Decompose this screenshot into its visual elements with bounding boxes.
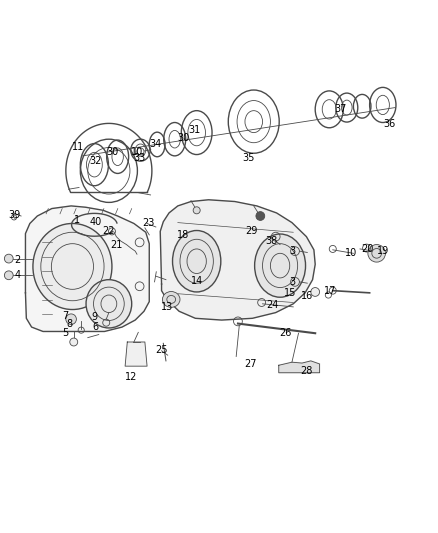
Circle shape bbox=[70, 338, 78, 346]
Text: 24: 24 bbox=[265, 300, 278, 310]
Text: 3: 3 bbox=[288, 246, 294, 256]
Text: 8: 8 bbox=[66, 319, 72, 329]
Text: 30: 30 bbox=[106, 147, 118, 157]
Text: 33: 33 bbox=[133, 152, 145, 163]
Text: 26: 26 bbox=[279, 328, 291, 338]
Text: 28: 28 bbox=[300, 366, 312, 376]
Text: 30: 30 bbox=[177, 133, 189, 143]
Text: 25: 25 bbox=[155, 345, 167, 355]
Text: 7: 7 bbox=[62, 311, 68, 321]
Polygon shape bbox=[278, 361, 319, 373]
Ellipse shape bbox=[254, 234, 305, 297]
Text: 35: 35 bbox=[241, 152, 254, 163]
Circle shape bbox=[367, 245, 385, 262]
Text: 15: 15 bbox=[284, 288, 296, 298]
Ellipse shape bbox=[162, 292, 180, 308]
Circle shape bbox=[255, 212, 264, 221]
Text: 32: 32 bbox=[89, 156, 102, 166]
Ellipse shape bbox=[172, 230, 220, 292]
Circle shape bbox=[193, 207, 200, 214]
Text: 19: 19 bbox=[376, 246, 388, 256]
Polygon shape bbox=[125, 342, 147, 366]
Polygon shape bbox=[160, 200, 314, 320]
Text: 39: 39 bbox=[8, 209, 20, 220]
Text: 2: 2 bbox=[14, 255, 21, 265]
Text: 37: 37 bbox=[333, 104, 346, 115]
Text: 9: 9 bbox=[91, 312, 97, 322]
Text: 10: 10 bbox=[344, 248, 357, 259]
Text: 6: 6 bbox=[92, 322, 99, 332]
Text: 5: 5 bbox=[62, 328, 68, 338]
Text: 21: 21 bbox=[110, 240, 122, 251]
Circle shape bbox=[4, 254, 13, 263]
Text: 3: 3 bbox=[288, 277, 294, 287]
Ellipse shape bbox=[86, 280, 131, 328]
Text: 11: 11 bbox=[72, 142, 84, 152]
Circle shape bbox=[4, 271, 13, 280]
Text: 14: 14 bbox=[190, 276, 202, 286]
Text: 38: 38 bbox=[265, 236, 277, 246]
Text: 34: 34 bbox=[149, 140, 162, 149]
Text: 12: 12 bbox=[124, 372, 137, 382]
Text: 36: 36 bbox=[383, 119, 395, 129]
Text: 13: 13 bbox=[160, 302, 173, 312]
Text: 10: 10 bbox=[131, 147, 143, 157]
Text: 17: 17 bbox=[323, 286, 336, 296]
Text: 4: 4 bbox=[14, 270, 21, 280]
Text: 29: 29 bbox=[244, 225, 257, 236]
Text: 20: 20 bbox=[361, 244, 373, 254]
Text: 18: 18 bbox=[177, 230, 189, 240]
Ellipse shape bbox=[33, 223, 112, 310]
Text: 16: 16 bbox=[300, 292, 313, 301]
Polygon shape bbox=[25, 206, 149, 332]
Text: 23: 23 bbox=[142, 219, 154, 229]
Text: 31: 31 bbox=[187, 125, 200, 134]
Text: 22: 22 bbox=[102, 225, 115, 236]
Text: 27: 27 bbox=[244, 359, 256, 369]
Circle shape bbox=[66, 314, 76, 325]
Text: 1: 1 bbox=[74, 215, 80, 225]
Circle shape bbox=[310, 288, 319, 296]
Text: 40: 40 bbox=[89, 217, 102, 227]
